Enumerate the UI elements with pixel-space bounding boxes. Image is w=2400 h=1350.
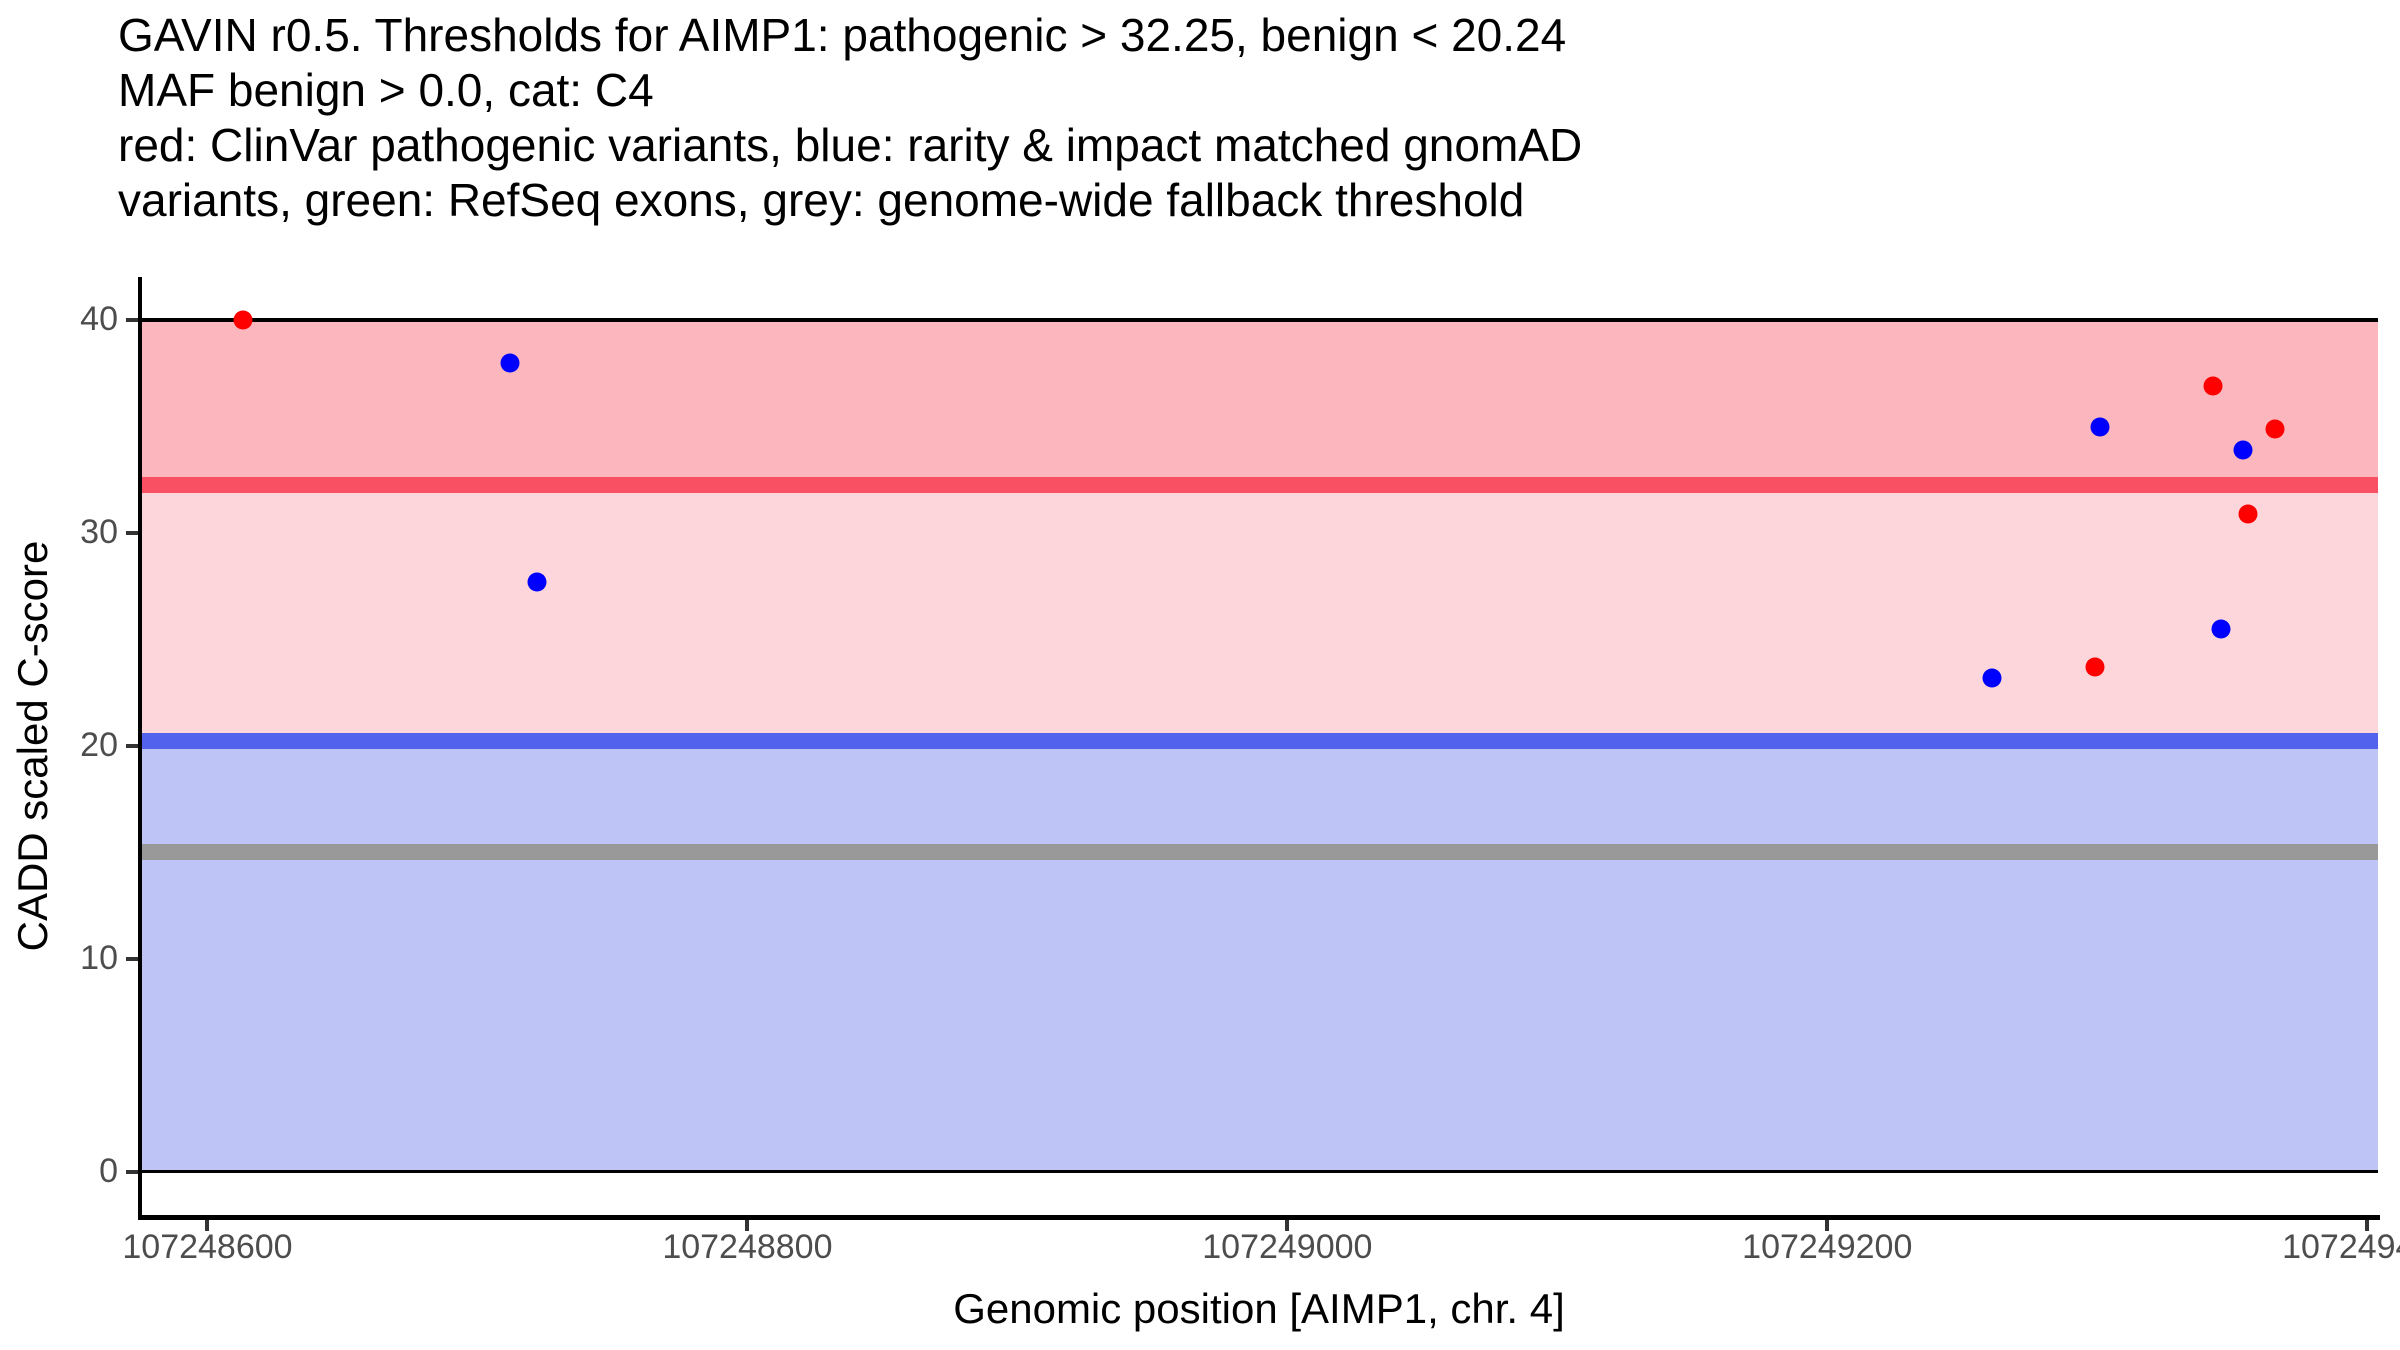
x-tick-label-107248600: 107248600 [122,1228,293,1266]
clinvar-pathogenic-point [2238,504,2258,524]
region-pathogenic-zone [140,320,2378,486]
gnomad-matched-point [2211,619,2231,639]
y-tick-label-10: 10 [80,938,118,977]
gnomad-matched-point [527,572,547,592]
y-tick-40 [126,318,138,323]
x-tick-label-107249200: 107249200 [1742,1228,1913,1266]
plot-title-line-3: red: ClinVar pathogenic variants, blue: … [118,119,1583,171]
x-tick-107249000 [1285,1220,1290,1231]
pathogenic-threshold-line [140,477,2378,494]
gnomad-matched-point [500,353,520,373]
x-tick-label-107249400: 107249400 [2282,1228,2400,1266]
upper-boundary-line [140,318,2378,323]
plot-title-line-2: MAF benign > 0.0, cat: C4 [118,64,654,116]
y-tick-30 [126,531,138,535]
y-axis-line [138,277,142,1220]
y-tick-label-40: 40 [80,300,118,339]
y-tick-0 [126,1169,138,1174]
clinvar-pathogenic-point [2203,376,2223,396]
clinvar-pathogenic-point [2085,657,2105,677]
region-intermediate-zone [140,485,2378,741]
y-axis-title: CADD scaled C-score [9,540,56,952]
y-tick-label-0: 0 [99,1151,118,1190]
gnomad-matched-point [1982,668,2002,688]
y-tick-label-30: 30 [80,513,118,551]
lower-boundary-line [140,1170,2378,1174]
plot-title-line-4: variants, green: RefSeq exons, grey: gen… [118,174,1525,226]
y-tick-20 [126,744,138,748]
clinvar-pathogenic-point [2265,419,2285,439]
y-tick-label-20: 20 [80,726,118,764]
plot-title-line-1: GAVIN r0.5. Thresholds for AIMP1: pathog… [118,9,1567,61]
gnomad-matched-point [2090,417,2110,437]
plot-title: GAVIN r0.5. Thresholds for AIMP1: pathog… [118,8,1582,228]
x-tick-107248800 [745,1220,750,1231]
genome-wide-fallback-threshold-line [140,844,2378,861]
region-benign-zone [140,740,2378,1172]
x-tick-107249400 [2365,1220,2370,1231]
benign-threshold-line [140,732,2378,749]
gnomad-matched-point [2233,440,2253,460]
x-tick-label-107249000: 107249000 [1202,1228,1373,1266]
x-tick-107249200 [1825,1220,1830,1231]
x-tick-label-107248800: 107248800 [662,1228,833,1266]
x-axis-line [138,1215,2380,1220]
x-tick-107248600 [205,1220,210,1231]
clinvar-pathogenic-point [233,310,253,330]
y-tick-10 [126,956,138,961]
x-axis-title: Genomic position [AIMP1, chr. 4] [953,1285,1565,1332]
